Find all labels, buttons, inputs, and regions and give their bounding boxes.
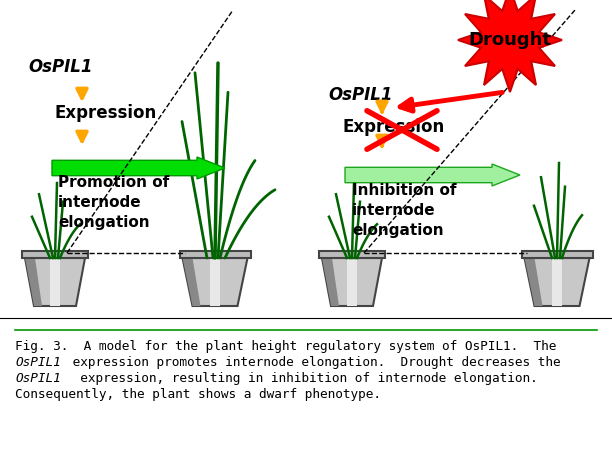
Polygon shape bbox=[50, 258, 60, 306]
Polygon shape bbox=[210, 258, 220, 306]
Text: OsPIL1: OsPIL1 bbox=[28, 58, 92, 76]
Polygon shape bbox=[458, 0, 562, 92]
Polygon shape bbox=[319, 251, 385, 258]
Polygon shape bbox=[524, 258, 589, 306]
Text: Inhibition of
internode
elongation: Inhibition of internode elongation bbox=[352, 183, 457, 238]
Polygon shape bbox=[25, 258, 42, 306]
Text: OsPIL1: OsPIL1 bbox=[328, 86, 392, 104]
Polygon shape bbox=[182, 258, 247, 306]
Text: Fig. 3.  A model for the plant height regulatory system of OsPIL1.  The: Fig. 3. A model for the plant height reg… bbox=[15, 340, 556, 353]
Polygon shape bbox=[322, 258, 339, 306]
Text: Drought: Drought bbox=[469, 31, 551, 49]
Polygon shape bbox=[322, 258, 382, 306]
Polygon shape bbox=[524, 258, 542, 306]
Text: Expression: Expression bbox=[343, 118, 446, 136]
Text: Promotion of
internode
elongation: Promotion of internode elongation bbox=[58, 175, 170, 230]
Text: Expression: Expression bbox=[55, 104, 157, 122]
Text: OsPIL1: OsPIL1 bbox=[15, 372, 61, 385]
Polygon shape bbox=[52, 157, 225, 179]
Polygon shape bbox=[22, 251, 88, 258]
Polygon shape bbox=[25, 258, 85, 306]
Polygon shape bbox=[182, 258, 201, 306]
Text: Consequently, the plant shows a dwarf phenotype.: Consequently, the plant shows a dwarf ph… bbox=[15, 388, 381, 401]
Polygon shape bbox=[552, 258, 562, 306]
Text: expression promotes internode elongation.  Drought decreases the: expression promotes internode elongation… bbox=[65, 356, 561, 369]
Polygon shape bbox=[345, 164, 520, 186]
Text: OsPIL1: OsPIL1 bbox=[15, 356, 61, 369]
Polygon shape bbox=[521, 251, 592, 258]
Polygon shape bbox=[347, 258, 357, 306]
Polygon shape bbox=[179, 251, 250, 258]
Text: expression, resulting in inhibition of internode elongation.: expression, resulting in inhibition of i… bbox=[65, 372, 538, 385]
